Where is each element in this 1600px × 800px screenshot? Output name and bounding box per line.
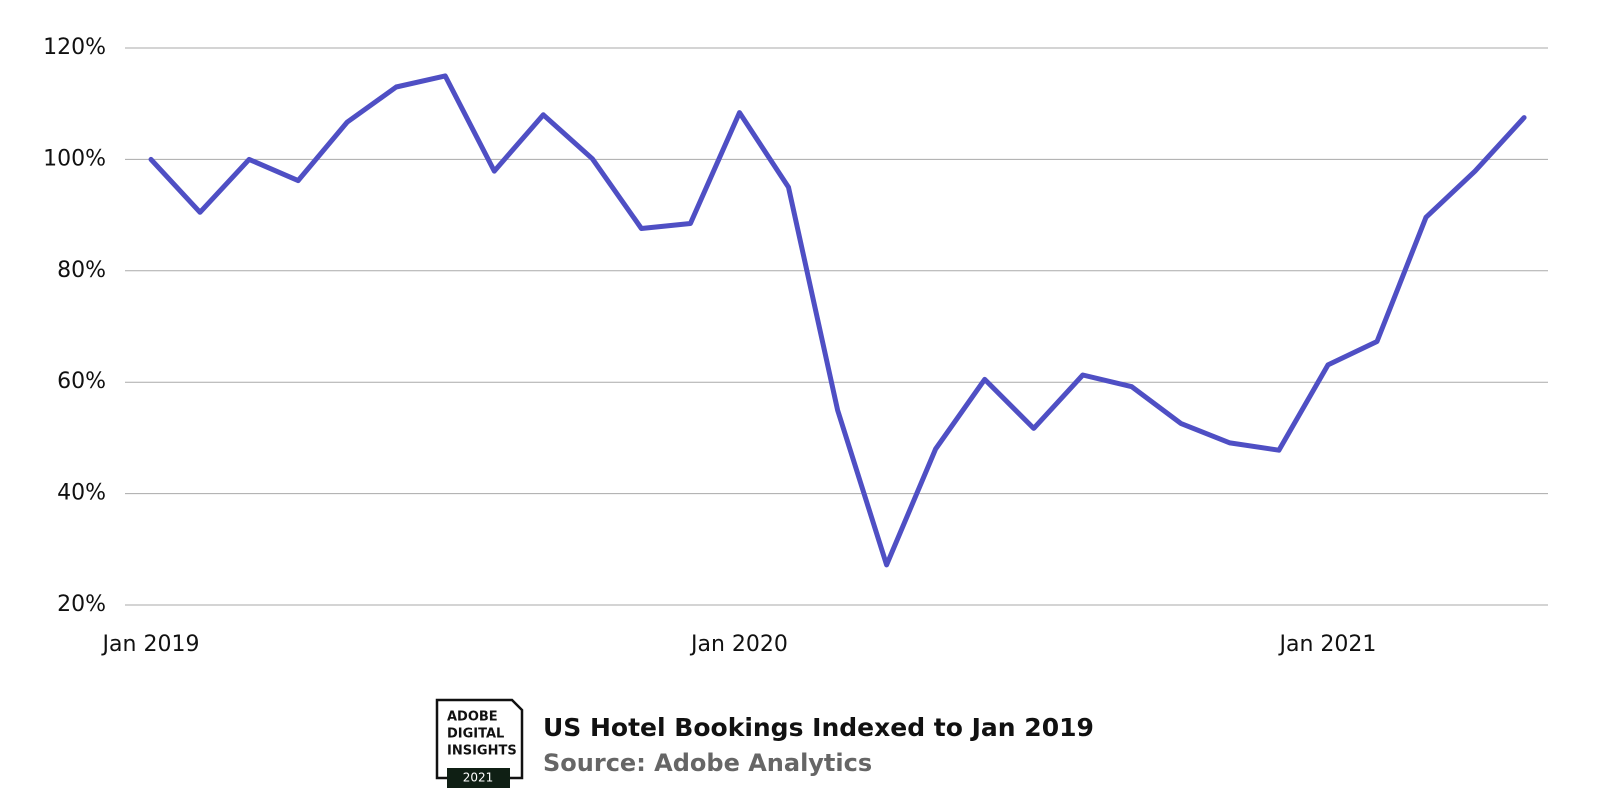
logo-year-box bbox=[447, 768, 510, 788]
y-tick-label: 60% bbox=[57, 369, 106, 394]
y-tick-label: 80% bbox=[57, 258, 106, 283]
logo: ADOBE DIGITAL INSIGHTS 2021 bbox=[435, 698, 524, 788]
y-tick-label: 20% bbox=[57, 592, 106, 617]
x-tick-label: Jan 2020 bbox=[689, 632, 788, 657]
logo-text: INSIGHTS bbox=[447, 744, 517, 759]
logo-text: DIGITAL bbox=[447, 727, 504, 742]
y-tick-label: 40% bbox=[57, 481, 106, 506]
logo-text: ADOBE bbox=[447, 710, 498, 725]
data-line bbox=[148, 73, 1527, 568]
logo-frame bbox=[435, 698, 524, 780]
logo-year: 2021 bbox=[463, 771, 494, 785]
y-tick-label: 120% bbox=[43, 35, 106, 60]
x-tick-label: Jan 2021 bbox=[1278, 632, 1377, 657]
y-tick-label: 100% bbox=[43, 146, 106, 171]
chart-source: Source: Adobe Analytics bbox=[543, 749, 872, 777]
chart-title: US Hotel Bookings Indexed to Jan 2019 bbox=[543, 713, 1094, 742]
x-tick-label: Jan 2019 bbox=[101, 632, 200, 657]
